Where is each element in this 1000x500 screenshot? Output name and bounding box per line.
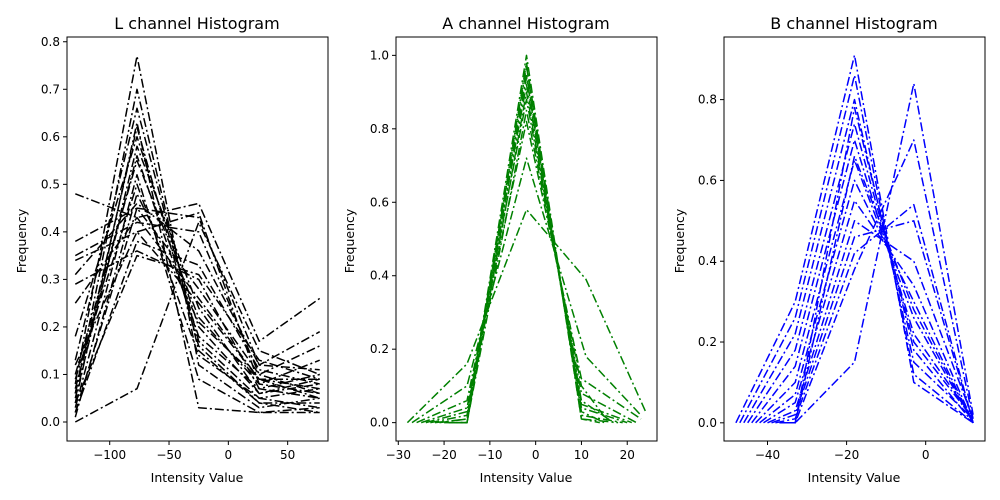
y-tick-label: 0.0 [698,416,717,430]
series-line-8 [444,91,614,424]
series-line-11 [779,82,974,424]
x-tick-label: 0 [225,448,233,462]
y-tick-label: 0.6 [41,130,60,144]
y-tick-label: 0.8 [370,122,389,136]
plot-frame [66,36,329,442]
x-tick-label: −50 [156,448,181,462]
series-line-0 [406,208,647,424]
x-tick-label: −30 [386,448,411,462]
y-tick-label: 0.2 [698,335,717,349]
series-line-6 [74,216,320,380]
x-tick-label: −10 [477,448,502,462]
series-line-10 [775,203,974,424]
series-line-2 [743,98,974,424]
plot-lines [74,55,321,423]
series-line-12 [74,145,320,399]
series-line-0 [735,54,974,424]
series-line-20 [74,155,320,399]
y-axis-label: Frequency [14,208,29,273]
y-tick-label: 0.8 [41,35,60,49]
series-line-19 [74,240,320,413]
chart-title: L channel Histogram [114,14,279,33]
y-tick-label: 0.8 [698,93,717,107]
y-axis-label: Frequency [342,208,357,273]
series-line-3 [420,98,637,424]
y-tick-label: 0.5 [41,177,60,191]
y-tick-label: 1.0 [370,48,389,62]
y-tick-label: 0.0 [370,416,389,430]
y-axis-label: Frequency [672,208,687,273]
plot-frame [395,36,658,442]
axis-ticks: −30 −20 −10 0 10 20 0.0 0.2 0.4 0.6 0.8 1.0 [370,48,635,462]
x-tick-label: 0 [922,448,930,462]
series-line-5 [755,159,974,424]
series-line-6 [434,65,623,424]
plot-lines [406,54,647,424]
y-tick-label: 0.2 [41,320,60,334]
series-line-14 [791,106,974,424]
y-tick-label: 0.6 [698,173,717,187]
axis-ticks: −40 −20 0 0.0 0.2 0.4 0.6 0.8 [698,93,930,462]
series-line-6 [759,179,974,424]
y-tick-label: 0.1 [41,367,60,381]
x-axis-label: Intensity Value [808,470,901,485]
x-tick-label: 50 [280,448,295,462]
series-line-17 [74,221,320,423]
x-tick-label: 0 [532,448,540,462]
x-tick-label: −20 [431,448,456,462]
series-line-3 [747,123,974,424]
chart-title: A channel Histogram [442,14,609,33]
axis-ticks: −100 −50 0 50 0.0 0.1 0.2 0.3 0.4 0.5 0.6 0.7 0.8 [41,35,295,462]
series-line-11 [457,61,600,424]
y-tick-label: 0.4 [370,269,389,283]
series-line-21 [74,231,320,390]
y-tick-label: 0.4 [698,254,717,268]
x-tick-label: 10 [574,448,589,462]
panel-l-channel: L channel Histogram −100 −50 0 50 0.0 0.1 0.2 0… [14,14,329,485]
plot-frame [723,36,986,442]
y-tick-label: 0.0 [41,415,60,429]
y-tick-label: 0.3 [41,272,60,286]
y-tick-label: 0.4 [41,225,60,239]
series-line-5 [74,250,320,390]
series-line-4 [74,202,320,371]
series-line-1 [739,74,974,424]
x-tick-label: −40 [755,448,780,462]
series-line-5 [430,72,628,424]
series-line-23 [74,126,320,414]
series-line-8 [767,220,974,424]
series-line-1 [411,157,642,424]
series-line-2 [416,120,642,424]
series-line-4 [751,139,974,424]
series-line-10 [74,55,320,409]
series-line-18 [74,183,320,409]
series-line-11 [74,88,320,404]
plot-lines [735,54,974,424]
series-line-22 [74,254,320,404]
series-line-7 [763,199,974,424]
panel-b-channel: B channel Histogram −40 −20 0 0.0 0.2 0.4 0.6 0… [672,14,986,485]
x-tick-label: 20 [620,448,635,462]
series-line-9 [771,220,974,424]
series-line-14 [74,174,320,414]
y-tick-label: 0.6 [370,195,389,209]
series-line-16 [74,193,320,418]
series-line-3 [74,212,320,385]
x-tick-label: −100 [93,448,126,462]
series-line-7 [74,136,320,395]
x-tick-label: −20 [834,448,859,462]
chart-title: B channel Histogram [770,14,937,33]
series-line-10 [453,76,605,424]
x-axis-label: Intensity Value [480,470,573,485]
panel-a-channel: A channel Histogram −30 −20 −10 0 10 20 0.0 0.2… [342,14,658,485]
x-axis-label: Intensity Value [151,470,244,485]
series-line-7 [439,54,619,424]
y-tick-label: 0.7 [41,82,60,96]
y-tick-label: 0.2 [370,342,389,356]
series-line-4 [425,83,633,424]
